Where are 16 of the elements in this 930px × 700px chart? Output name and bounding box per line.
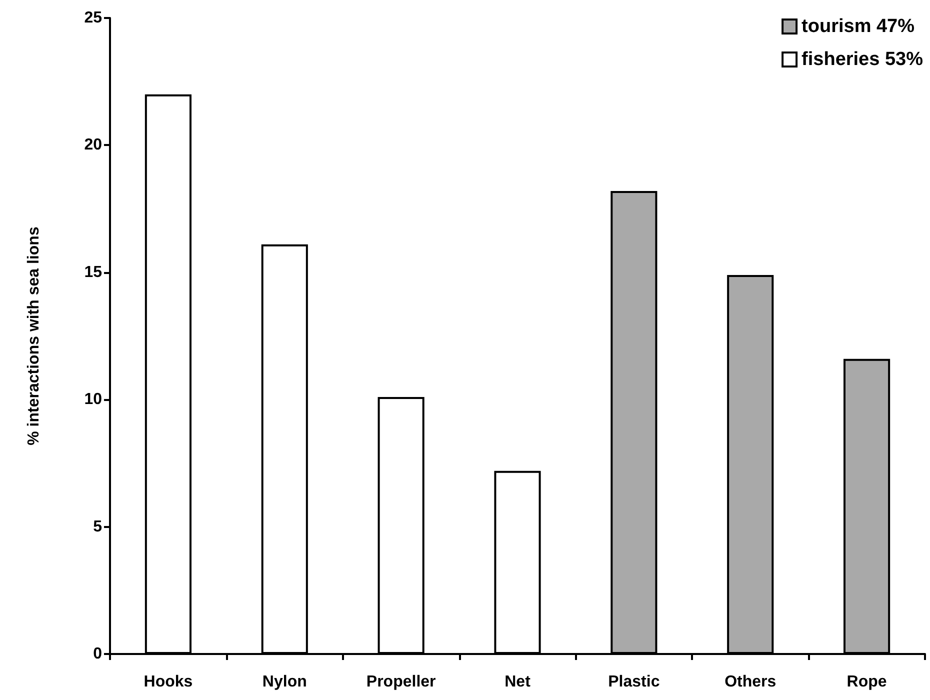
x-tick-label: Rope (846, 674, 887, 690)
x-tick-label: Nylon (262, 674, 307, 690)
legend-label: tourism 47% (802, 16, 915, 37)
y-tick-label: 15 (84, 264, 102, 281)
y-tick-label: 20 (84, 136, 102, 154)
x-tick-label: Plastic (608, 674, 660, 690)
x-tick-label: Propeller (366, 674, 436, 690)
legend-label: fisheries 53% (802, 49, 924, 70)
y-tick-label: 10 (84, 391, 102, 408)
x-tick-label: Others (724, 674, 776, 690)
y-tick-label: 0 (93, 646, 102, 662)
y-axis-title: % interactions with sea lions (26, 226, 42, 446)
x-tick-label: Hooks (144, 674, 193, 690)
x-tick-label: Net (504, 674, 532, 690)
y-tick-label: 25 (84, 10, 102, 26)
y-tick-label: 5 (93, 518, 102, 536)
